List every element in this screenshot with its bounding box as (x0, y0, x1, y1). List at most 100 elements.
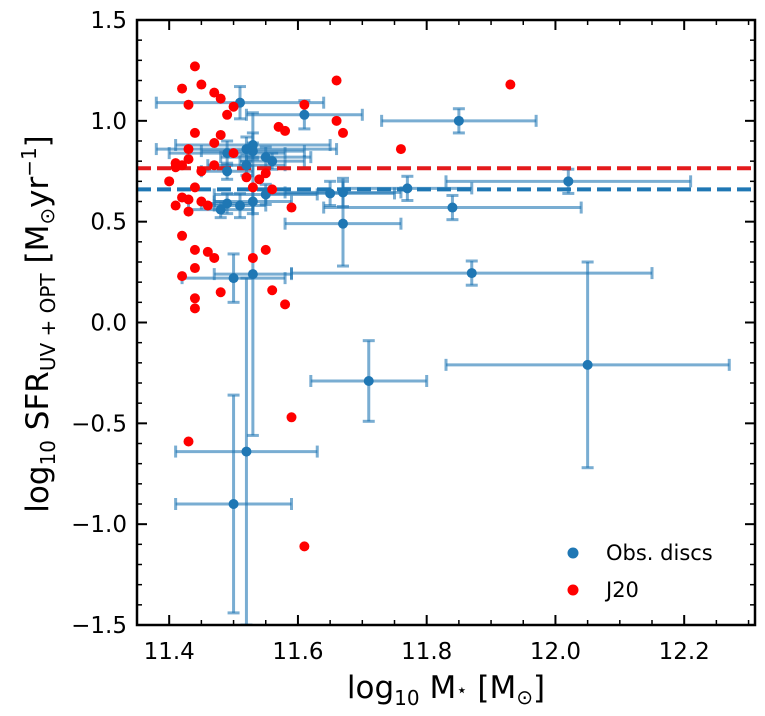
j20-point (177, 83, 188, 94)
j20-point (202, 246, 213, 257)
j20-point (189, 263, 200, 274)
j20-point (215, 93, 226, 104)
y-tick-label: 1.0 (90, 109, 127, 135)
obs-discs-points (215, 97, 593, 509)
j20-point (202, 200, 213, 211)
y-tick-label: 0.0 (90, 311, 127, 337)
j20-point (228, 148, 239, 159)
x-axis-label: log10 M⋆ [M⊙] (347, 670, 545, 710)
y-axis-label: log10 SFRUV + OPT [M⊙yr−1] (17, 135, 60, 513)
x-tick-label: 12.2 (659, 639, 710, 665)
obs-disc-point (228, 273, 239, 284)
obs-disc-point (325, 188, 336, 199)
x-tick-label: 11.8 (401, 639, 452, 665)
obs-disc-point (241, 446, 252, 457)
j20-point (222, 109, 233, 120)
j20-point (247, 182, 258, 193)
j20-point (209, 138, 220, 149)
obs-disc-point (299, 109, 310, 120)
j20-point (189, 127, 200, 138)
obs-disc-point (241, 160, 252, 171)
j20-point (183, 206, 194, 217)
plot-area (137, 61, 755, 625)
j20-point (286, 202, 297, 213)
y-tick-label: −1.0 (71, 512, 127, 538)
j20-point (260, 168, 271, 179)
tick-labels: 11.4 11.6 11.8 12.0 12.2 −1.5 −1.0 −0.5 0.0 0.5 1.… (71, 8, 710, 665)
j20-point (267, 285, 278, 296)
legend: Obs. discs J20 (567, 541, 713, 602)
obs-disc-point (222, 198, 233, 209)
j20-point (189, 244, 200, 255)
obs-disc-point (338, 218, 348, 229)
y-tick-label: −0.5 (71, 411, 127, 437)
legend-label-obs-discs: Obs. discs (606, 541, 713, 565)
y-tick-label: 0.5 (90, 210, 127, 236)
j20-point (331, 75, 342, 86)
j20-point (189, 303, 200, 314)
x-tick-label: 11.6 (272, 639, 323, 665)
j20-point (177, 160, 188, 171)
j20-point (183, 144, 194, 155)
j20-point (189, 293, 200, 304)
obs-disc-point (582, 359, 593, 370)
j20-point (215, 287, 226, 298)
j20-point (189, 182, 200, 193)
obs-disc-point (447, 202, 458, 213)
median-lines (137, 166, 755, 192)
j20-point (505, 79, 516, 90)
obs-disc-point (247, 146, 258, 157)
j20-point (267, 184, 278, 195)
j20-point (209, 252, 220, 263)
j20-points (164, 61, 516, 552)
j20-point (395, 144, 406, 155)
obs-disc-point (228, 499, 239, 509)
obs-disc-point (466, 268, 477, 279)
legend-marker-j20 (567, 584, 579, 596)
obs-disc-point (338, 187, 348, 198)
j20-point (215, 129, 226, 140)
y-tick-label: −1.5 (71, 613, 127, 639)
obs-disc-point (402, 183, 413, 194)
j20-point (209, 87, 220, 98)
j20-point (183, 436, 194, 447)
j20-point (299, 541, 310, 552)
j20-point (196, 79, 207, 90)
j20-point (254, 174, 265, 185)
obs-disc-point (247, 196, 258, 207)
obs-disc-point (215, 204, 226, 215)
j20-point (183, 194, 194, 205)
obs-disc-point (222, 166, 233, 177)
j20-point (338, 127, 348, 138)
j20-point (209, 160, 220, 171)
j20-point (299, 99, 310, 110)
j20-point (170, 200, 181, 211)
plot-frame (135, 18, 757, 627)
obs-disc-point (453, 115, 464, 126)
obs-disc-point (267, 156, 278, 167)
obs-disc-point (363, 375, 374, 386)
j20-point (177, 271, 188, 282)
obs-disc-point (563, 176, 574, 187)
j20-point (196, 166, 207, 177)
j20-point (228, 101, 239, 112)
x-tick-label: 11.4 (144, 639, 195, 665)
j20-point (286, 412, 297, 423)
x-tick-label: 12.0 (530, 639, 581, 665)
j20-point (189, 61, 200, 72)
j20-point (260, 244, 271, 255)
y-tick-label: 1.5 (90, 8, 127, 34)
j20-point (183, 154, 194, 165)
obs-disc-point (247, 269, 258, 280)
j20-point (177, 230, 188, 241)
j20-point (280, 299, 291, 310)
j20-point (280, 125, 291, 136)
j20-point (164, 176, 175, 187)
j20-point (183, 99, 194, 110)
j20-point (331, 115, 342, 126)
legend-marker-obs-discs (567, 547, 579, 559)
legend-label-j20: J20 (604, 578, 639, 602)
j20-point (247, 252, 258, 263)
